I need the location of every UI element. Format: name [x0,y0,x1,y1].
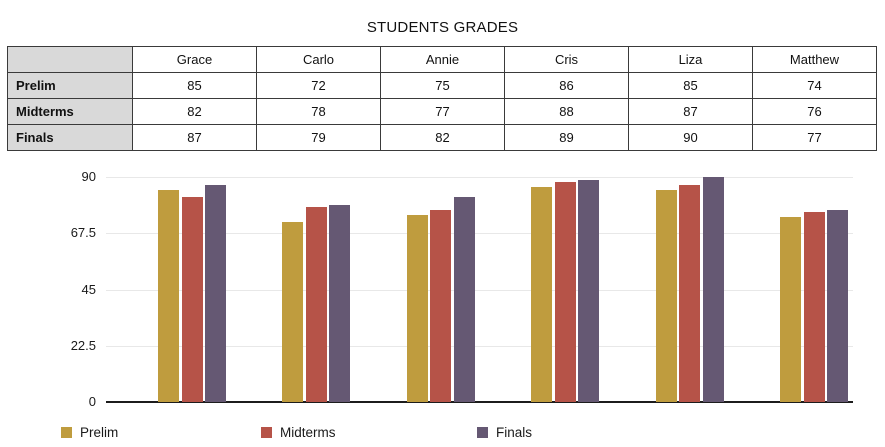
plot-area [106,177,853,403]
legend-label: Midterms [280,425,336,440]
bar-prelim-grace [158,189,179,402]
bar-prelim-annie [407,214,428,402]
column-header-grace: Grace [132,46,257,73]
column-header-carlo: Carlo [256,46,381,73]
bar-midterms-liza [679,184,700,402]
bar-chart: 0 22.5 45 67.5 90 Prelim Midterms Finals [0,160,885,447]
column-header-annie: Annie [380,46,505,73]
grade-cell: 77 [380,98,505,125]
grade-cell: 90 [628,124,753,151]
legend-item-prelim: Prelim [61,424,119,440]
grade-cell: 82 [132,98,257,125]
grade-cell: 85 [132,72,257,99]
table-head: Grace Carlo Annie Cris Liza Matthew [7,46,877,73]
column-header-matthew: Matthew [752,46,877,73]
bar-finals-grace [205,184,226,402]
table-corner-cell [7,46,133,73]
legend-swatch-icon [261,427,272,438]
grade-cell: 74 [752,72,877,99]
legend-item-midterms: Midterms [261,424,336,440]
grade-cell: 77 [752,124,877,151]
grade-cell: 87 [132,124,257,151]
row-label-midterms: Midterms [7,98,133,125]
gridline [106,289,853,291]
table-header-row: Grace Carlo Annie Cris Liza Matthew [7,46,877,73]
table-row: Midterms 82 78 77 88 87 76 [7,98,877,125]
grades-table: Grace Carlo Annie Cris Liza Matthew Prelim 85 7… [7,46,877,151]
x-axis-line [106,401,853,403]
grade-cell: 76 [752,98,877,125]
y-axis-tick-label: 90 [81,169,96,184]
column-header-liza: Liza [628,46,753,73]
gridline [106,177,853,178]
gridline [106,233,853,235]
grade-cell: 72 [256,72,381,99]
row-label-prelim: Prelim [7,72,133,99]
bar-prelim-liza [656,189,677,402]
bar-midterms-carlo [306,207,327,402]
grade-cell: 78 [256,98,381,125]
legend-label: Finals [496,425,533,440]
grade-cell: 82 [380,124,505,151]
y-axis-tick-label: 45 [81,281,96,297]
legend-swatch-icon [61,427,72,438]
table-row: Finals 87 79 82 89 90 77 [7,124,877,151]
bar-finals-liza [703,177,724,402]
y-axis-tick-label: 22.5 [70,337,96,353]
bar-prelim-matthew [780,217,801,402]
bar-finals-cris [578,179,599,402]
legend-swatch-icon [477,427,488,438]
bar-prelim-carlo [282,222,303,402]
y-axis-tick-label: 67.5 [70,225,96,241]
bar-midterms-matthew [804,212,825,402]
bar-midterms-grace [182,197,203,402]
grade-cell: 86 [504,72,629,99]
table-row: Prelim 85 72 75 86 85 74 [7,72,877,99]
grade-cell: 85 [628,72,753,99]
bar-midterms-annie [430,209,451,402]
bar-finals-matthew [827,209,848,402]
grade-cell: 89 [504,124,629,151]
bar-midterms-cris [555,182,576,402]
grade-cell: 88 [504,98,629,125]
gridline [106,345,853,347]
grade-cell: 87 [628,98,753,125]
legend-item-finals: Finals [477,424,533,440]
bar-finals-carlo [329,204,350,402]
column-header-cris: Cris [504,46,629,73]
bar-finals-annie [454,197,475,402]
table-body: Prelim 85 72 75 86 85 74 Midterms 82 78 77 88 87 76 Fi… [7,72,877,151]
bar-prelim-cris [531,187,552,402]
y-axis-tick-label: 0 [88,394,96,409]
legend-label: Prelim [80,425,119,440]
row-label-finals: Finals [7,124,133,151]
page-title: STUDENTS GRADES [366,19,519,36]
grade-cell: 79 [256,124,381,151]
grade-cell: 75 [380,72,505,99]
